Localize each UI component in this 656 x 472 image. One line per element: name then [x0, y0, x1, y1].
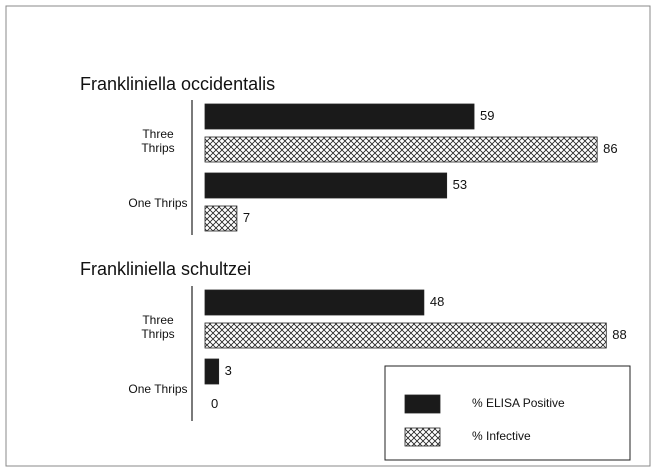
bar: [204, 172, 448, 199]
category-label-box: Three Thrips: [141, 313, 175, 341]
legend-swatch: [404, 394, 441, 414]
category-label: Three Thrips: [141, 127, 175, 155]
data-label: 88: [612, 327, 626, 342]
category-label: One Thrips: [128, 382, 188, 396]
bar: [204, 289, 425, 316]
bar: [204, 103, 475, 130]
legend-label: % Infective: [472, 429, 531, 443]
bar: [204, 322, 607, 349]
data-label: 59: [480, 108, 494, 123]
data-label: 53: [453, 177, 467, 192]
category-label-box: One Thrips: [128, 382, 188, 396]
legend-label: % ELISA Positive: [472, 396, 565, 410]
data-label: 3: [225, 363, 232, 378]
data-label: 48: [430, 294, 444, 309]
category-label-box: One Thrips: [128, 196, 188, 210]
data-label: 86: [603, 141, 617, 156]
category-label: Three Thrips: [141, 313, 175, 341]
category-label-box: Three Thrips: [141, 127, 175, 155]
panel-title: Frankliniella schultzei: [80, 259, 251, 279]
data-label: 0: [211, 396, 218, 411]
bar: [204, 205, 238, 232]
bar: [204, 136, 598, 163]
data-label: 7: [243, 210, 250, 225]
legend-swatch: [404, 427, 441, 447]
panel-title: Frankliniella occidentalis: [80, 74, 275, 94]
category-label: One Thrips: [128, 196, 188, 210]
bar: [204, 358, 220, 385]
